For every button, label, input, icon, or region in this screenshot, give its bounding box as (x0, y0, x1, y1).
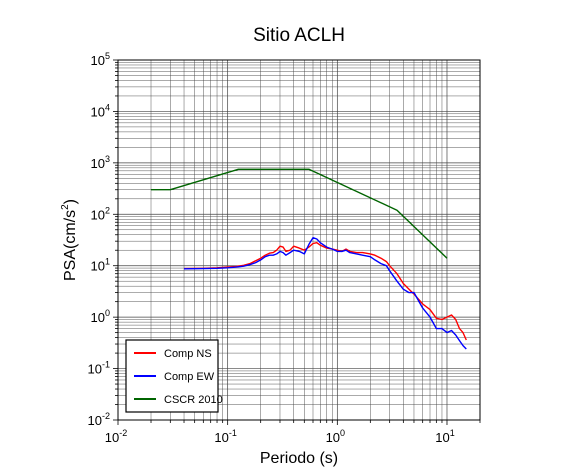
legend-label: Comp EW (164, 371, 215, 383)
x-axis-label: Periodo (s) (260, 450, 338, 467)
x-tick-label: 10-2 (105, 428, 127, 445)
tick-base: 10 (214, 430, 228, 445)
grid (117, 59, 481, 421)
tick-base: 10 (91, 207, 105, 222)
legend-label: Comp NS (164, 348, 212, 360)
tick-base: 10 (91, 53, 105, 68)
tick-base: 10 (435, 430, 449, 445)
y-tick-label: 100 (91, 308, 110, 325)
x-tick-label: 100 (326, 428, 345, 445)
tick-base: 10 (326, 430, 340, 445)
tick-exponent: 1 (105, 257, 110, 267)
tick-base: 10 (88, 413, 102, 428)
series-line-3 (151, 168, 448, 259)
tick-exponent: 1 (450, 428, 455, 438)
tick-base: 10 (105, 430, 119, 445)
y-axis-label-exponent: 2 (60, 204, 71, 210)
plot-frame (117, 59, 481, 421)
tick-exponent: -1 (102, 360, 110, 370)
tick-base: 10 (91, 259, 105, 274)
tick-base: 10 (91, 156, 105, 171)
tick-base: 10 (88, 362, 102, 377)
tick-exponent: -2 (102, 411, 110, 421)
y-axis-label-main: PSA(cm/s (62, 210, 79, 281)
y-tick-label: 102 (91, 205, 110, 222)
x-tick-label: 101 (435, 428, 454, 445)
tick-exponent: -1 (229, 428, 237, 438)
chart-title: Sitio ACLH (253, 25, 345, 46)
tick-exponent: 3 (105, 154, 110, 164)
y-axis-label: PSA(cm/s2) (60, 199, 79, 281)
x-tick-labels: 10-2 10-1 100 101 (105, 428, 455, 445)
y-tick-label: 104 (91, 102, 110, 119)
tick-exponent: -2 (119, 428, 127, 438)
tick-exponent: 4 (105, 102, 110, 112)
y-tick-label: 10-1 (88, 360, 110, 377)
tick-marks (113, 59, 481, 425)
series-lines (151, 168, 467, 350)
tick-exponent: 0 (105, 308, 110, 318)
x-tick-label: 10-1 (214, 428, 236, 445)
tick-exponent: 5 (105, 51, 110, 61)
tick-base: 10 (91, 104, 105, 119)
legend-label: CSCR 2010 (164, 394, 223, 406)
y-axis-label-suffix: ) (62, 199, 79, 204)
y-tick-label: 105 (91, 51, 110, 68)
tick-exponent: 0 (340, 428, 345, 438)
series-line-2 (183, 236, 467, 350)
legend: Comp NS Comp EW CSCR 2010 (125, 339, 223, 413)
y-tick-label: 101 (91, 257, 110, 274)
y-tick-label: 103 (91, 154, 110, 171)
y-tick-label: 10-2 (88, 411, 110, 428)
tick-exponent: 2 (105, 205, 110, 215)
tick-base: 10 (91, 310, 105, 325)
